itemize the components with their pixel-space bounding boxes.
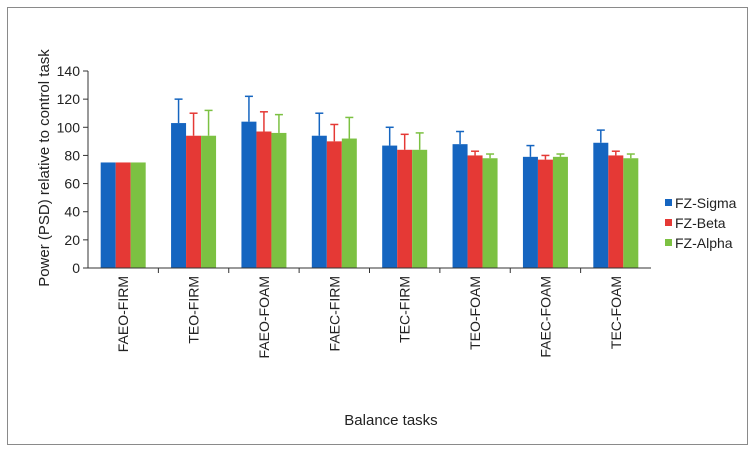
- bar: [593, 142, 609, 268]
- bar: [467, 155, 483, 268]
- bar: [623, 158, 639, 268]
- x-tick-label: FAEC-FIRM: [326, 276, 342, 351]
- x-tick-label: TEC-FIRM: [397, 276, 413, 343]
- bar: [522, 156, 538, 268]
- bar: [241, 121, 257, 269]
- legend: FZ-Sigma FZ-Beta FZ-Alpha: [665, 195, 737, 251]
- bar: [608, 155, 624, 268]
- y-tick-label: 60: [64, 176, 80, 192]
- bar: [171, 123, 187, 268]
- x-tick-label: TEC-FOAM: [608, 276, 624, 349]
- bar: [326, 141, 342, 268]
- y-tick-label: 100: [57, 119, 81, 135]
- bar: [256, 131, 272, 268]
- y-tick-label: 120: [57, 91, 81, 107]
- chart-frame: 0 20 40 60 80 100 120 140 FAEO-FIRM TEO-FIRM FAEO…: [7, 7, 748, 445]
- bar: [201, 135, 217, 268]
- bar: [100, 162, 116, 268]
- legend-label: FZ-Sigma: [675, 195, 737, 211]
- bar: [397, 149, 413, 268]
- bar: [271, 132, 287, 268]
- bar: [482, 158, 498, 268]
- x-tick-label: FAEC-FOAM: [537, 276, 553, 358]
- y-axis-label: Power (PSD) relative to control task: [36, 49, 53, 287]
- x-tick-label: FAEO-FOAM: [256, 276, 272, 358]
- y-tick-label: 80: [64, 147, 80, 163]
- bar: [341, 138, 357, 268]
- x-tick-label: TEO-FIRM: [186, 276, 202, 344]
- bar: [452, 144, 468, 268]
- bar: [382, 145, 398, 268]
- legend-swatch: [665, 199, 672, 206]
- x-tick-label: FAEO-FIRM: [115, 276, 131, 352]
- legend-label: FZ-Beta: [675, 215, 726, 231]
- bar: [130, 162, 146, 268]
- x-axis: FAEO-FIRM TEO-FIRM FAEO-FOAM FAEC-FIRM TEC-F…: [88, 267, 651, 358]
- bar: [552, 156, 568, 268]
- bar: [115, 162, 131, 268]
- legend-swatch: [665, 239, 672, 246]
- bar: [412, 149, 428, 268]
- bar: [311, 135, 327, 268]
- y-tick-label: 20: [64, 232, 80, 248]
- legend-swatch: [665, 219, 672, 226]
- y-tick-label: 0: [72, 260, 80, 276]
- y-tick-label: 40: [64, 204, 80, 220]
- y-axis: 0 20 40 60 80 100 120 140: [57, 63, 89, 276]
- y-tick-label: 140: [57, 63, 81, 79]
- bar: [186, 135, 202, 268]
- bar: [537, 159, 553, 268]
- legend-label: FZ-Alpha: [675, 235, 733, 251]
- x-axis-label: Balance tasks: [344, 412, 437, 429]
- bars: [100, 95, 639, 269]
- x-tick-label: TEO-FOAM: [467, 276, 483, 350]
